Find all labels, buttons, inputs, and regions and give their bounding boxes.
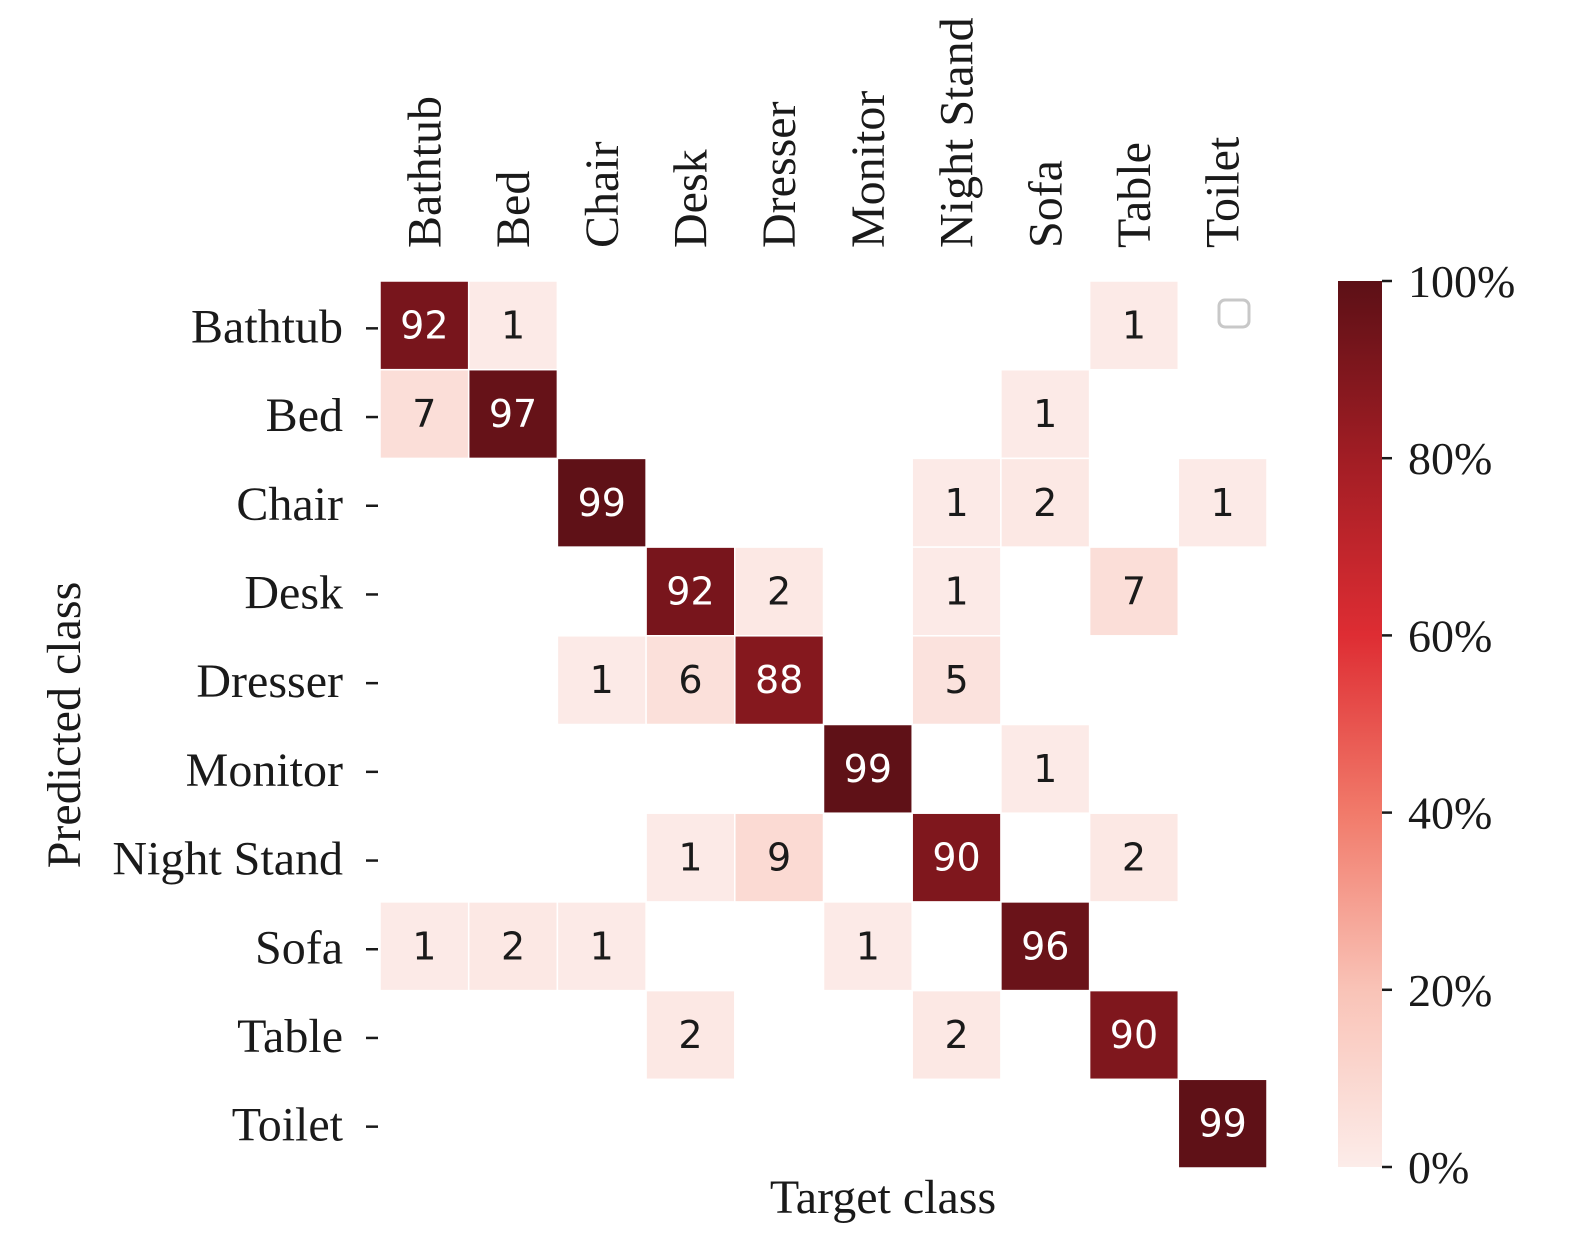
y-tick-label: Toilet: [232, 1099, 344, 1152]
heatmap-cell-value: 1: [590, 658, 614, 702]
heatmap-cell-value: 1: [1033, 747, 1057, 791]
heatmap-cell-value: 9: [767, 836, 791, 880]
heatmap-cell: [1088, 812, 1180, 903]
heatmap-cell-value: 88: [755, 658, 803, 702]
x-tick-label: Desk: [664, 149, 717, 248]
y-tick-label: Chair: [236, 478, 343, 531]
heatmap-cell-value: 2: [767, 569, 791, 613]
y-tick-label: Monitor: [186, 744, 343, 797]
heatmap-cell-value: 96: [1021, 924, 1069, 968]
y-tick-label: Night Stand: [112, 833, 343, 886]
x-tick-label: Sofa: [1019, 160, 1072, 248]
heatmap-cell-value: 7: [1122, 569, 1146, 613]
heatmap-cell: [734, 812, 825, 903]
heatmap-cell: [1088, 546, 1180, 637]
heatmap-cell-value: 92: [666, 569, 714, 613]
heatmap-cell-value: 1: [856, 924, 880, 968]
heatmap-cell-value: 99: [844, 747, 892, 791]
heatmap-cell-value: 7: [412, 392, 436, 436]
heatmap-cell-value: 99: [578, 481, 626, 525]
heatmap-cell-value: 5: [944, 658, 968, 702]
heatmap-cells: 92 1 1 7 97 1 99 1 2 1 92 2 1 7 1 6 88 5 99 1 1 9 90 2 1 2 1 1 96 2 2 9…: [379, 280, 1268, 1169]
colorbar-tick-label: 100%: [1408, 256, 1515, 307]
heatmap-cell: [911, 812, 1002, 903]
heatmap-cell: [467, 368, 559, 460]
heatmap-cell-value: 2: [1122, 836, 1146, 880]
heatmap-cell-value: 90: [1110, 1013, 1158, 1057]
x-tick-label: Chair: [576, 141, 629, 248]
colorbar-tick-label: 0%: [1408, 1142, 1469, 1193]
heatmap-cell: [1000, 457, 1091, 548]
y-tick-label: Dresser: [196, 655, 343, 708]
x-tick-label: Night Stand: [931, 17, 984, 248]
small-box-marker: [1217, 298, 1251, 329]
colorbar-tick-label: 60%: [1408, 610, 1492, 661]
x-tick-label: Monitor: [842, 91, 895, 248]
heatmap-cell: [734, 635, 825, 726]
x-tick-label: Bed: [487, 171, 540, 248]
heatmap-cell-value: 2: [944, 1013, 968, 1057]
heatmap-cell: [645, 812, 736, 903]
heatmap-cell: [1088, 280, 1180, 371]
heatmap-cell: [467, 280, 559, 371]
colorbar-tick-label: 40%: [1408, 788, 1492, 839]
y-tick-label: Table: [237, 1010, 343, 1063]
heatmap-cell: [822, 901, 913, 992]
colorbar: [1338, 281, 1382, 1167]
x-tick-label: Table: [1108, 142, 1161, 248]
heatmap-cell-value: 1: [501, 303, 525, 347]
heatmap-cell: [556, 457, 647, 548]
heatmap-cell: [911, 635, 1002, 726]
colorbar-ticks: 0% 20% 40% 60% 80% 100%: [1382, 256, 1515, 1193]
x-axis-label: Target class: [770, 1171, 996, 1224]
heatmap-cell-value: 1: [1211, 481, 1235, 525]
heatmap-cell: [1000, 368, 1091, 460]
heatmap-cell: [1177, 457, 1268, 548]
heatmap-cell-value: 1: [1033, 392, 1057, 436]
heatmap-cell: [379, 901, 470, 992]
heatmap-cell-value: 97: [489, 392, 537, 436]
x-tick-labels: Bathtub Bed Chair Desk Dresser Monitor Night S…: [398, 17, 1249, 248]
y-axis-label: Predicted class: [38, 582, 91, 869]
heatmap-cell: [734, 546, 825, 637]
heatmap-cell: [1000, 723, 1091, 814]
heatmap-cell-value: 1: [944, 569, 968, 613]
heatmap-cell: [1088, 989, 1180, 1081]
heatmap-cell-value: 99: [1198, 1102, 1246, 1146]
y-tick-label: Sofa: [255, 921, 343, 974]
heatmap-cell-value: 1: [412, 924, 436, 968]
colorbar-tick-label: 20%: [1408, 965, 1492, 1016]
heatmap-cell: [645, 635, 736, 726]
heatmap-cell-value: 1: [590, 924, 614, 968]
colorbar-tick-label: 80%: [1408, 433, 1492, 484]
x-tick-label: Dresser: [753, 101, 806, 248]
heatmap-cell: [911, 457, 1002, 548]
y-tick-labels: Bathtub Bed Chair Desk Dresser Monitor Night S…: [112, 300, 378, 1152]
heatmap-cell: [911, 989, 1002, 1081]
y-tick-label: Bathtub: [191, 300, 343, 353]
heatmap-cell: [379, 280, 470, 371]
heatmap-cell-value: 2: [678, 1013, 702, 1057]
heatmap-cell: [1000, 901, 1091, 992]
heatmap-cell: [1177, 1078, 1268, 1169]
heatmap-cell-value: 1: [678, 836, 702, 880]
x-tick-label: Bathtub: [398, 96, 451, 248]
heatmap-cell-value: 2: [1033, 481, 1057, 525]
heatmap-cell-value: 1: [1122, 303, 1146, 347]
heatmap-cell-value: 90: [932, 836, 980, 880]
heatmap-cell-value: 2: [501, 924, 525, 968]
heatmap-cell-value: 1: [944, 481, 968, 525]
heatmap-cell-value: 92: [400, 303, 448, 347]
heatmap-cell: [556, 901, 647, 992]
heatmap-cell: [822, 723, 913, 814]
y-tick-label: Desk: [244, 566, 343, 619]
x-tick-label: Toilet: [1197, 136, 1250, 248]
y-tick-label: Bed: [266, 389, 343, 442]
heatmap-cell: [645, 989, 736, 1081]
heatmap-cell-value: 6: [678, 658, 702, 702]
